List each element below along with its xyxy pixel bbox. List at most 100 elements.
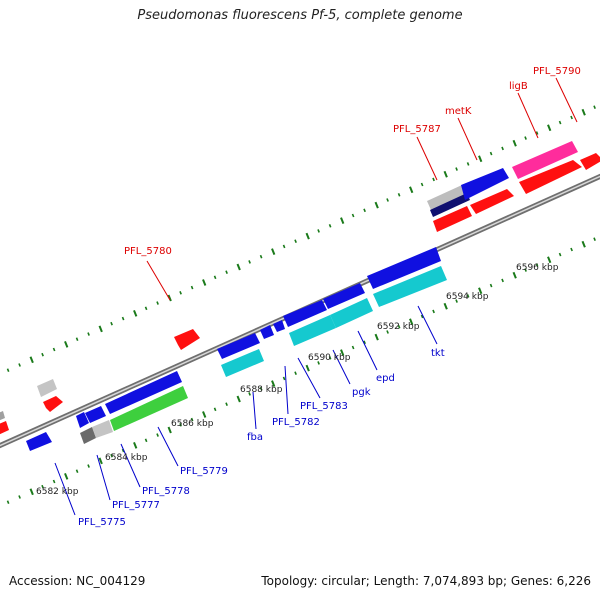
ruler-tick — [167, 294, 172, 302]
gene-arrow[interactable] — [433, 206, 472, 232]
leader-pfl5780 — [146, 260, 171, 301]
ruler-tick — [351, 213, 355, 218]
gene-arrow-tkt[interactable] — [367, 247, 441, 289]
gene-arrow[interactable] — [0, 421, 9, 436]
upper-tick-row — [6, 105, 596, 372]
ruler-tick — [466, 294, 470, 298]
ruler-label: 6590 kbp — [308, 353, 351, 363]
gene-label-pfl5779: PFL_5779 — [180, 466, 228, 477]
ruler-tick — [121, 448, 125, 453]
gene-box-epd[interactable] — [330, 298, 373, 328]
ruler-tick — [259, 254, 263, 259]
leader-pgk — [332, 349, 351, 385]
gene-box-pfl5787[interactable] — [427, 185, 466, 210]
ruler-tick — [213, 407, 217, 412]
gene-arrow[interactable] — [273, 320, 285, 332]
ruler-tick — [489, 283, 493, 288]
ruler-label: 6596 kbp — [516, 263, 559, 273]
ruler-tick — [443, 302, 448, 310]
ruler-tick — [282, 244, 286, 249]
ruler-tick — [202, 411, 207, 418]
genome-summary-text: Topology: circular; Length: 7,074,893 bp… — [261, 574, 591, 588]
ruler-tick — [489, 151, 493, 156]
ruler-tick — [282, 376, 286, 381]
ruler-label: 6586 kbp — [171, 419, 214, 429]
gene-arrow[interactable] — [43, 396, 63, 412]
ruler-tick — [374, 333, 379, 341]
ruler-label: 6584 kbp — [105, 453, 148, 463]
gene-arrow-pfl5790[interactable] — [580, 153, 600, 170]
ruler-tick — [570, 247, 573, 252]
ruler-tick — [593, 105, 596, 109]
gene-arrow-fba[interactable] — [217, 333, 260, 359]
ruler-tick — [213, 275, 217, 280]
gene-arrow-metk[interactable] — [461, 168, 509, 200]
ruler-tick — [18, 495, 21, 499]
lower-gene-labels: PFL_5775 PFL_5777 PFL_5778 PFL_5779 fba … — [78, 348, 445, 528]
gene-arrow[interactable] — [76, 412, 89, 428]
ruler-tick — [547, 256, 552, 264]
gene-arrow-pfl5782[interactable] — [260, 325, 274, 339]
ruler-tick — [593, 237, 596, 241]
ruler-tick — [156, 433, 159, 437]
ruler-tick — [535, 131, 539, 135]
gene-arrow-pfl5783[interactable] — [283, 300, 327, 327]
ruler-tick — [121, 316, 125, 321]
ruler-tick — [512, 139, 517, 147]
ruler-tick — [29, 488, 34, 496]
gene-box-fba[interactable] — [221, 349, 264, 377]
ruler-tick — [156, 301, 159, 305]
gene-box-pfl5787-dark[interactable] — [430, 193, 470, 217]
ruler-tick — [478, 287, 483, 295]
gene-arrow[interactable] — [85, 406, 106, 423]
ruler-label: 6582 kbp — [36, 487, 79, 497]
ruler-tick — [110, 453, 113, 458]
gene-arrow[interactable] — [470, 189, 514, 214]
ruler-tick — [75, 469, 79, 473]
ruler-tick — [18, 363, 21, 367]
ruler-tick — [87, 464, 90, 468]
leader-pfl5777 — [96, 454, 111, 501]
gene-label-pfl5775: PFL_5775 — [78, 517, 126, 528]
ruler-tick — [363, 208, 366, 213]
gene-label-ligb: ligB — [509, 81, 528, 92]
ruler-tick — [386, 198, 389, 202]
ruler-tick — [179, 423, 182, 427]
ruler-tick — [558, 252, 562, 257]
ruler-tick — [52, 347, 56, 352]
ruler-tick — [41, 484, 44, 489]
ruler-tick — [75, 337, 79, 341]
gene-arrow-pfl5780[interactable] — [174, 329, 200, 350]
ruler-tick — [110, 321, 113, 326]
leader-pfl5787 — [416, 136, 438, 181]
gene-grey-box[interactable] — [37, 379, 57, 397]
gene-arrow[interactable] — [26, 432, 52, 451]
gene-box-pgk[interactable] — [289, 315, 336, 346]
gene-arrow[interactable] — [519, 160, 582, 194]
gene-arrow-pfl5777[interactable] — [105, 371, 182, 414]
ruler-tick — [328, 224, 332, 228]
gene-box-pfl5777b[interactable] — [92, 420, 113, 438]
gene-box-tkt[interactable] — [373, 266, 447, 307]
ruler-tick — [432, 309, 435, 314]
map-title: Pseudomonas fluorescens Pf-5, complete g… — [137, 8, 463, 23]
ruler-tick — [133, 310, 138, 317]
leader-pfl5778 — [120, 443, 141, 488]
gene-grey-box[interactable] — [0, 411, 5, 421]
ruler-label: 6594 kbp — [446, 292, 489, 302]
gene-arrow-pfl5779[interactable] — [110, 386, 188, 431]
ruler-tick — [271, 248, 276, 255]
gene-arrow-pgk[interactable] — [323, 283, 365, 309]
gene-box-pfl5775[interactable] — [80, 427, 96, 444]
ruler-tick — [317, 229, 320, 233]
ruler-tick — [236, 263, 241, 271]
gene-label-tkt: tkt — [431, 348, 445, 359]
ruler-tick — [305, 364, 310, 372]
ruler-tick — [432, 177, 435, 182]
ruler-tick — [420, 314, 424, 319]
ruler-tick — [6, 368, 10, 372]
gene-label-pfl5782: PFL_5782 — [272, 417, 320, 428]
upper-gene-labels: PFL_5780 PFL_5787 metK ligB PFL_5790 — [124, 66, 581, 257]
gene-arrow-ligb[interactable] — [512, 141, 578, 179]
